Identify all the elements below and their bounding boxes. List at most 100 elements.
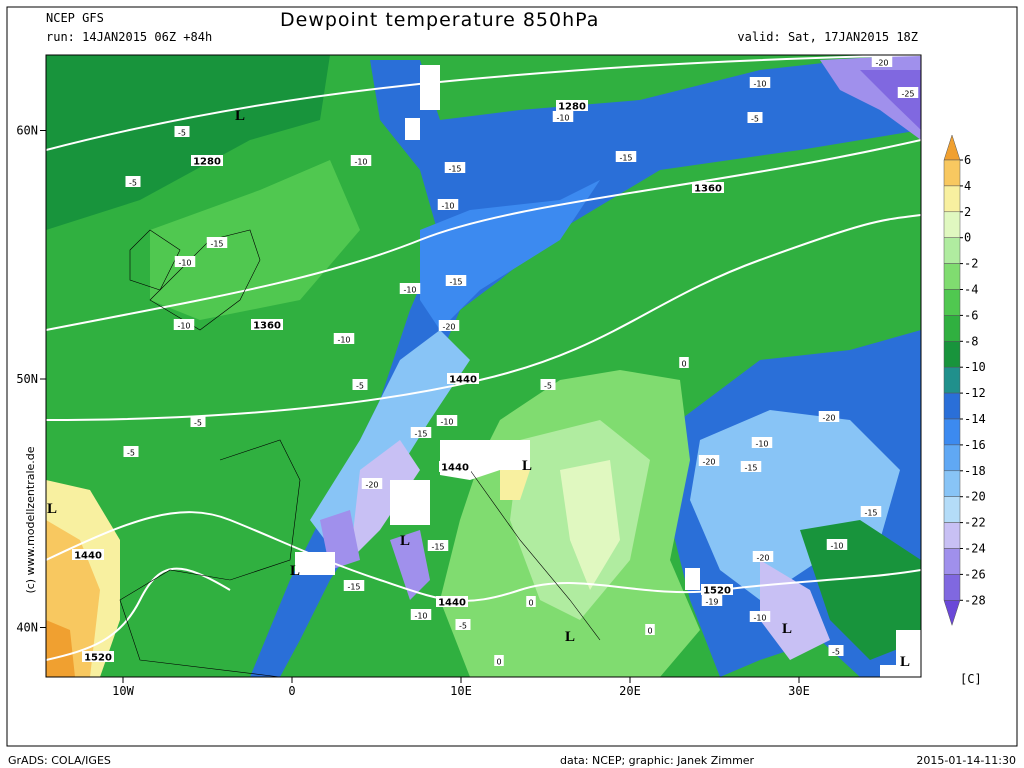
- temp-label-box: [125, 176, 141, 187]
- temp-label-box: [679, 357, 689, 368]
- low-marker: L: [522, 458, 532, 474]
- map-border: [45, 54, 922, 678]
- temp-label: -15: [448, 165, 461, 174]
- temp-label-box: [860, 506, 882, 517]
- temp-label: -5: [832, 648, 840, 657]
- temp-label: 0: [647, 627, 652, 636]
- height-label-box: [191, 155, 223, 166]
- temp-label: -10: [403, 286, 416, 295]
- temp-label-box: [333, 333, 355, 344]
- colorbar-label: 6: [964, 153, 971, 167]
- temp-label: -15: [619, 154, 632, 163]
- temp-label-box: [438, 320, 460, 331]
- temp-label-box: [701, 595, 723, 606]
- temp-label-box: [826, 539, 848, 550]
- temp-label-box: [455, 619, 471, 630]
- colorbar-label: 0: [964, 231, 971, 245]
- colorbar-swatch: [943, 522, 961, 549]
- temp-label: -10: [755, 440, 768, 449]
- colorbar-swatch: [943, 548, 961, 575]
- temp-label-box: [752, 551, 774, 562]
- colorbar-label: -20: [964, 490, 986, 504]
- footer-center: data: NCEP; graphic: Janek Zimmer: [560, 754, 755, 767]
- temp-label: -5: [129, 179, 137, 188]
- temp-label-box: [897, 87, 919, 98]
- temp-label: -5: [459, 622, 467, 631]
- temp-label-box: [350, 155, 372, 166]
- colorbar-swatch: [943, 444, 961, 472]
- colorbar-label: 2: [964, 205, 971, 219]
- temp-label-box: [645, 624, 655, 635]
- temp-label: 0: [528, 599, 533, 608]
- temp-label-box: [399, 283, 421, 294]
- low-marker: L: [47, 501, 57, 517]
- temp-label-box: [190, 416, 206, 427]
- temp-label: 0: [496, 658, 501, 667]
- temp-label: -5: [751, 115, 759, 124]
- temp-label-box: [818, 411, 840, 422]
- temp-label: -5: [356, 382, 364, 391]
- colorbar-label: -18: [964, 464, 986, 478]
- colorbar-swatch: [943, 496, 961, 523]
- map-field: [46, 55, 921, 677]
- height-label: 1520: [84, 653, 112, 664]
- colorbar-label: -16: [964, 438, 986, 452]
- height-label: 1440: [449, 375, 477, 386]
- height-label: 1360: [694, 184, 722, 195]
- temp-label-box: [437, 199, 459, 210]
- temp-label: -10: [556, 114, 569, 123]
- colorbar-swatch: [943, 263, 961, 290]
- colorbar-label: 4: [964, 179, 971, 193]
- frame: [6, 6, 1018, 747]
- lat-label: 50N: [16, 372, 38, 386]
- colorbar-label: -28: [964, 593, 986, 607]
- lat-label: 40N: [16, 621, 38, 635]
- temp-label-box: [526, 596, 536, 607]
- temp-label: -10: [753, 80, 766, 89]
- temp-label-box: [540, 379, 556, 390]
- height-label-box: [439, 461, 471, 472]
- colorbar-swatch: [943, 185, 961, 213]
- temp-label-box: [361, 478, 383, 489]
- model: NCEP GFS: [46, 11, 104, 25]
- temp-label-box: [427, 540, 449, 551]
- temp-label: -20: [756, 554, 769, 563]
- lat-label: 60N: [16, 124, 38, 138]
- colorbar-swatch: [943, 315, 961, 342]
- temp-label: -5: [544, 382, 552, 391]
- lon-label: 10W: [112, 684, 134, 698]
- colorbar-swatch: [943, 289, 961, 316]
- temp-label-box: [123, 446, 139, 457]
- height-label: 1520: [703, 586, 731, 597]
- height-label: 1440: [438, 598, 466, 609]
- height-label-box: [556, 100, 588, 111]
- temp-label-box: [740, 461, 762, 472]
- low-marker: L: [290, 563, 300, 579]
- valid: valid: Sat, 17JAN2015 18Z: [737, 30, 918, 44]
- colorbar-swatch: [943, 211, 961, 238]
- temp-label-box: [410, 427, 432, 438]
- temp-label: 0: [681, 360, 686, 369]
- temp-label: -25: [901, 90, 914, 99]
- height-label-box: [72, 549, 104, 560]
- temp-label: -20: [875, 59, 888, 68]
- colorbar-label: -8: [964, 334, 978, 348]
- temp-label: -10: [354, 158, 367, 167]
- temp-label: -15: [744, 464, 757, 473]
- colorbar-label: -14: [964, 412, 986, 426]
- temp-label: -15: [449, 278, 462, 287]
- temp-label: -15: [864, 509, 877, 518]
- run: run: 14JAN2015 06Z +84h: [46, 30, 212, 44]
- colorbar-swatch: [943, 134, 961, 161]
- temp-label-box: [871, 56, 893, 67]
- colorbar-swatch: [943, 574, 961, 601]
- temp-label: -15: [347, 583, 360, 592]
- temp-label: -10: [441, 202, 454, 211]
- temp-label: -5: [194, 419, 202, 428]
- temp-label-box: [698, 455, 720, 466]
- footer-left: GrADS: COLA/IGES: [8, 754, 111, 767]
- low-marker: L: [782, 621, 792, 637]
- temp-label: -5: [178, 129, 186, 138]
- temp-label: -20: [702, 458, 715, 467]
- temp-label: -15: [431, 543, 444, 552]
